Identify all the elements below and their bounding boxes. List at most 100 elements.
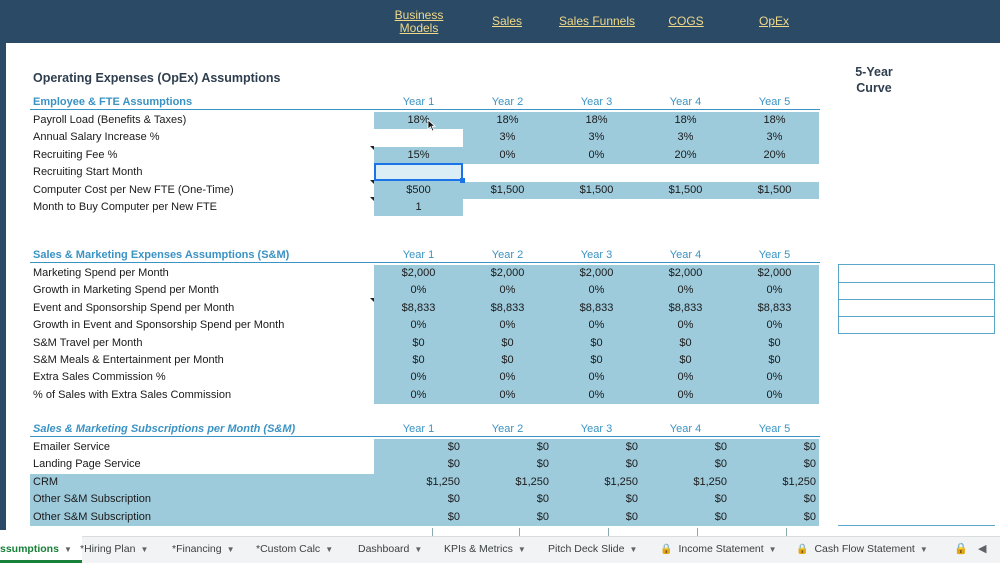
- value-cell[interactable]: 0%: [588, 148, 605, 161]
- value-cell[interactable]: 0%: [677, 371, 694, 384]
- value-cell[interactable]: $1,250: [515, 475, 549, 488]
- sheet-tab[interactable]: Dashboard ▼: [358, 536, 422, 563]
- value-cell[interactable]: $0: [625, 510, 638, 523]
- sheet-tab[interactable]: Pitch Deck Slide ▼: [548, 536, 637, 563]
- value-cell[interactable]: $0: [447, 441, 460, 453]
- value-cell[interactable]: $0: [768, 336, 781, 349]
- value-cell[interactable]: 0%: [499, 371, 516, 384]
- value-cell[interactable]: $0: [803, 458, 816, 471]
- value-cell[interactable]: 18%: [496, 114, 519, 126]
- value-cell[interactable]: $0: [714, 510, 727, 523]
- sheet-tab[interactable]: ssumptions ▼: [0, 536, 82, 563]
- chevron-down-icon[interactable]: ▼: [63, 545, 72, 554]
- value-cell[interactable]: $0: [412, 354, 425, 366]
- value-cell[interactable]: $1,500: [490, 183, 525, 196]
- value-cell[interactable]: $0: [625, 493, 638, 506]
- value-cell[interactable]: $0: [625, 458, 638, 471]
- value-cell[interactable]: $2,000: [490, 267, 525, 279]
- value-cell[interactable]: 0%: [499, 148, 516, 161]
- value-cell[interactable]: 20%: [674, 148, 697, 161]
- value-cell[interactable]: 15%: [407, 148, 430, 161]
- input-band[interactable]: [374, 439, 819, 526]
- value-cell[interactable]: $2,000: [579, 267, 614, 279]
- value-cell[interactable]: $1,250: [604, 475, 638, 488]
- value-cell[interactable]: $8,833: [757, 301, 792, 314]
- value-cell[interactable]: $0: [679, 336, 692, 349]
- value-cell[interactable]: $0: [447, 493, 460, 506]
- sheet-tab[interactable]: 🔒 Cash Flow Statement ▼: [796, 536, 928, 563]
- selected-cell[interactable]: [374, 163, 463, 181]
- nav-opex[interactable]: OpEx: [758, 14, 789, 28]
- sheet-tab[interactable]: *Custom Calc ▼: [256, 536, 333, 563]
- value-cell[interactable]: $0: [536, 441, 549, 453]
- value-cell[interactable]: 0%: [499, 388, 516, 401]
- nav-business-models[interactable]: Business Models: [390, 9, 448, 35]
- value-cell[interactable]: 0%: [588, 388, 605, 401]
- chevron-down-icon[interactable]: ▼: [414, 545, 423, 554]
- value-cell[interactable]: $8,833: [490, 301, 525, 314]
- chevron-down-icon[interactable]: ▼: [629, 545, 638, 554]
- chevron-down-icon[interactable]: ▼: [919, 545, 928, 554]
- value-cell[interactable]: $0: [714, 493, 727, 506]
- value-cell[interactable]: 0%: [499, 319, 516, 332]
- value-cell[interactable]: 18%: [674, 114, 697, 126]
- value-cell[interactable]: 0%: [588, 371, 605, 384]
- value-cell[interactable]: $0: [679, 354, 692, 366]
- value-cell[interactable]: $0: [447, 458, 460, 471]
- value-cell[interactable]: $0: [501, 354, 514, 366]
- value-cell[interactable]: 3%: [766, 131, 783, 144]
- value-cell[interactable]: $0: [412, 336, 425, 349]
- input-band[interactable]: [463, 129, 819, 147]
- sheet-tab[interactable]: KPIs & Metrics ▼: [444, 536, 526, 563]
- value-cell[interactable]: $1,250: [426, 475, 460, 488]
- value-cell[interactable]: 3%: [499, 131, 516, 144]
- value-cell[interactable]: $8,833: [668, 301, 703, 314]
- value-cell[interactable]: $8,833: [579, 301, 614, 314]
- value-cell[interactable]: $1,500: [579, 183, 614, 196]
- value-cell[interactable]: 0%: [588, 319, 605, 332]
- input-band[interactable]: [374, 199, 463, 217]
- chevron-down-icon[interactable]: ▼: [325, 545, 334, 554]
- sheet-tab[interactable]: *Financing ▼: [172, 536, 235, 563]
- chevron-down-icon[interactable]: ▼: [768, 545, 777, 554]
- chevron-left-icon[interactable]: ◀: [978, 543, 987, 555]
- input-band[interactable]: [374, 112, 819, 130]
- value-cell[interactable]: 0%: [677, 284, 694, 297]
- fill-handle[interactable]: [460, 178, 465, 183]
- value-cell[interactable]: $0: [536, 493, 549, 506]
- value-cell[interactable]: 20%: [763, 148, 786, 161]
- value-cell[interactable]: $0: [768, 354, 781, 366]
- value-cell[interactable]: $2,000: [401, 267, 436, 279]
- value-cell[interactable]: 0%: [410, 388, 427, 401]
- value-cell[interactable]: 18%: [763, 114, 786, 126]
- value-cell[interactable]: 1: [415, 201, 422, 213]
- value-cell[interactable]: 0%: [410, 284, 427, 297]
- value-cell[interactable]: $0: [590, 354, 603, 366]
- value-cell[interactable]: 0%: [766, 388, 783, 401]
- value-cell[interactable]: $2,000: [668, 267, 703, 279]
- value-cell[interactable]: $1,250: [693, 475, 727, 488]
- value-cell[interactable]: 0%: [766, 371, 783, 384]
- value-cell[interactable]: $0: [625, 441, 638, 453]
- value-cell[interactable]: $0: [714, 458, 727, 471]
- value-cell[interactable]: 3%: [677, 131, 694, 144]
- nav-sales-funnels[interactable]: Sales Funnels: [558, 14, 636, 28]
- value-cell[interactable]: $0: [536, 458, 549, 471]
- value-cell[interactable]: 18%: [585, 114, 608, 126]
- nav-sales[interactable]: Sales: [491, 14, 523, 28]
- input-band-wide[interactable]: [30, 473, 374, 526]
- value-cell[interactable]: $0: [714, 441, 727, 453]
- value-cell[interactable]: $1,250: [782, 475, 816, 488]
- value-cell[interactable]: $1,500: [757, 183, 792, 196]
- value-cell[interactable]: 18%: [407, 114, 430, 126]
- value-cell[interactable]: $0: [501, 336, 514, 349]
- input-band[interactable]: [374, 181, 819, 199]
- value-cell[interactable]: 0%: [410, 371, 427, 384]
- nav-cogs[interactable]: COGS: [668, 14, 704, 28]
- value-cell[interactable]: 0%: [677, 388, 694, 401]
- value-cell[interactable]: 0%: [677, 319, 694, 332]
- input-band[interactable]: [374, 146, 819, 165]
- value-cell[interactable]: $500: [406, 183, 431, 196]
- chevron-down-icon[interactable]: ▼: [517, 545, 526, 554]
- value-cell[interactable]: 0%: [410, 319, 427, 332]
